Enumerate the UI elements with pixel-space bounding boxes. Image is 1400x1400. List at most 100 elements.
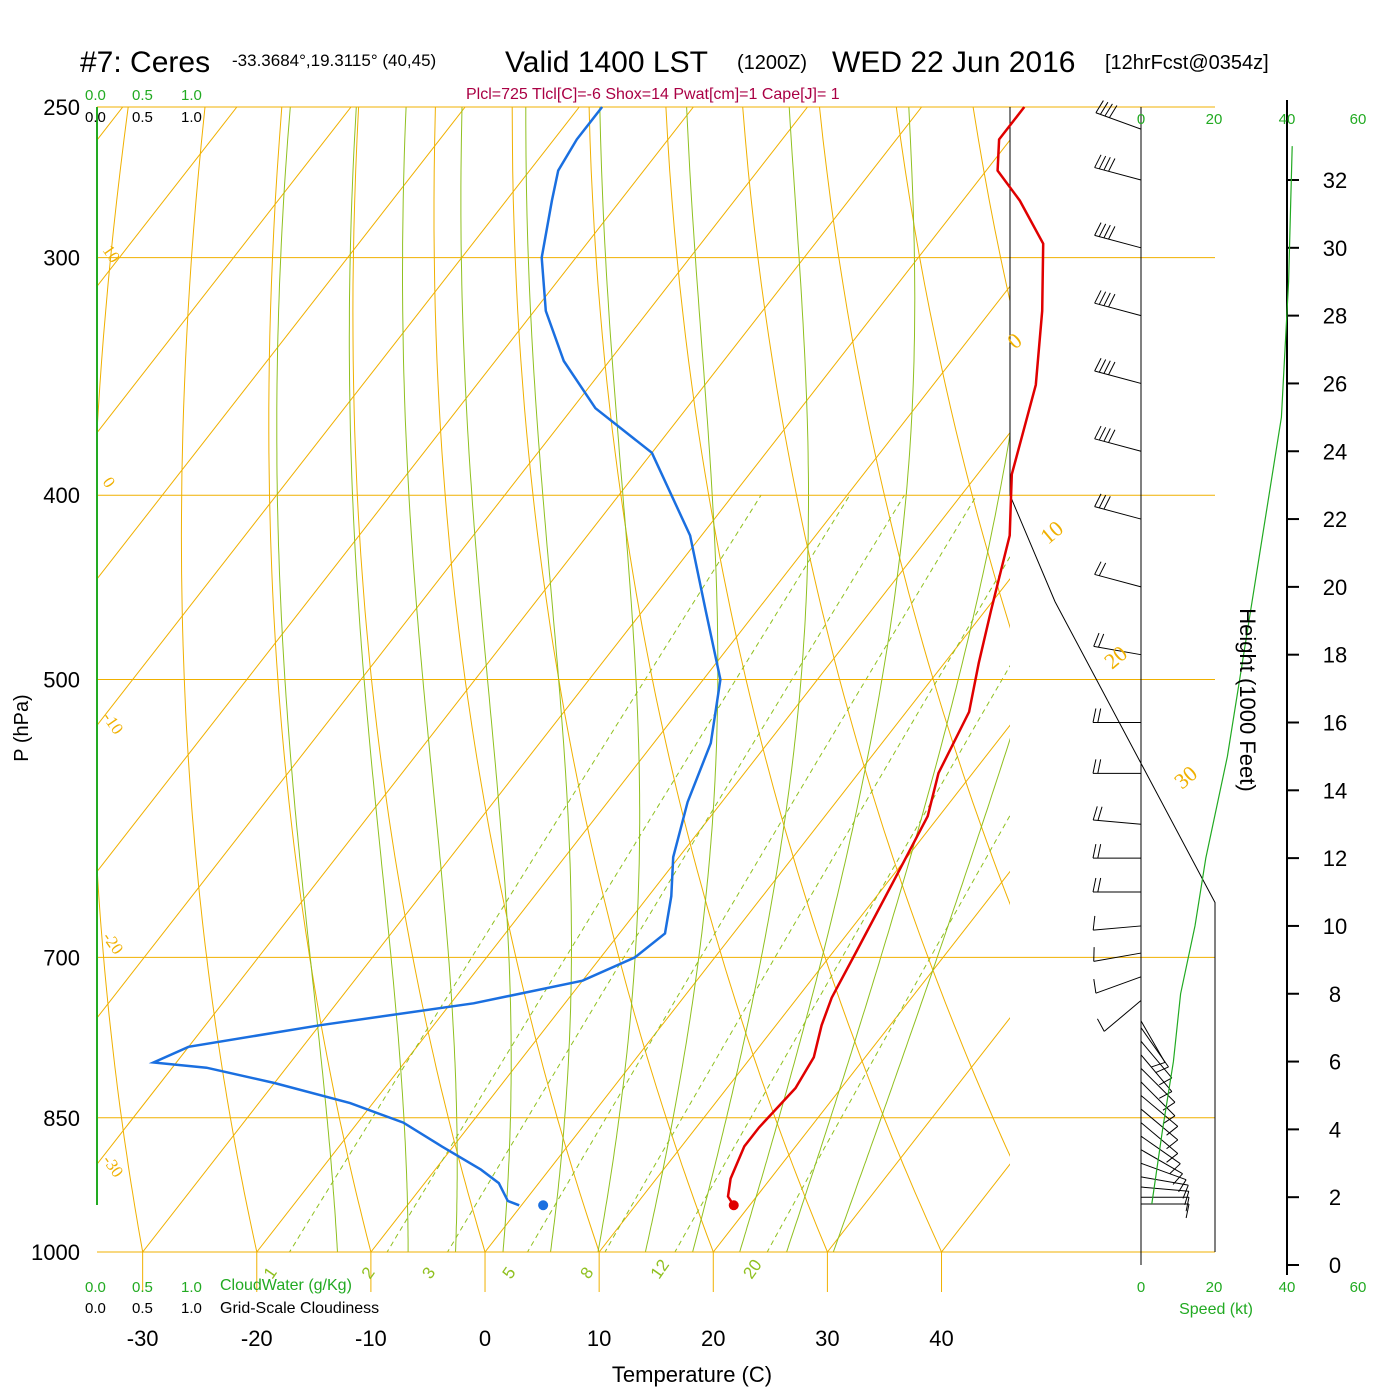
wind-barb-flag [1094, 222, 1102, 236]
wind-barb-flag [1098, 494, 1107, 509]
moist-adiabat [590, 107, 641, 1252]
wind-barb-flag [1151, 1061, 1166, 1068]
wind-barb [1094, 234, 1142, 249]
moist-adiabat [460, 107, 512, 1252]
moist-adiabat-lines [276, 107, 1010, 1252]
isotherm-label-left: 0 [99, 473, 119, 491]
wind-barb-flag [1108, 293, 1116, 308]
height-tick-label: 12 [1323, 846, 1347, 871]
mixing-ratio-line [581, 494, 1010, 1252]
isotherm-label-right: 10 [1035, 516, 1068, 549]
moist-adiabat [681, 107, 809, 1252]
wind-speed-label: Speed (kt) [1179, 1301, 1253, 1318]
mixing-ratio-label: 20 [739, 1256, 765, 1282]
pressure-tick-label: 850 [43, 1106, 80, 1131]
x-tick-label: 20 [701, 1326, 725, 1351]
dry-adiabat [663, 107, 961, 1252]
x-tick-label: -10 [355, 1326, 387, 1351]
wind-barb-flag [1104, 103, 1113, 117]
wind-barb-flag [1097, 844, 1102, 859]
wind-barb-flag [1098, 562, 1107, 576]
wind-barb [1140, 1081, 1176, 1117]
pressure-tick-label: 400 [43, 483, 80, 508]
wind-barb [1140, 1040, 1173, 1079]
wind-barb-flag [1092, 877, 1097, 893]
wind-barb-flag [1108, 158, 1116, 172]
wind-top-tick-1: 20 [1206, 111, 1223, 128]
wind-bottom-tick-2: 40 [1279, 1279, 1296, 1296]
cloud-water-bottom-tick-2: 1.0 [181, 1279, 202, 1296]
dry-adiabat [587, 107, 845, 1252]
wind-barb [1140, 1108, 1179, 1141]
x-tick-label: -30 [127, 1326, 159, 1351]
cloud-water-bottom-tick-0: 0.0 [85, 1279, 106, 1296]
moist-adiabat [772, 107, 1010, 1252]
wind-barb [1094, 302, 1142, 317]
wind-barb-flag [1093, 979, 1097, 994]
height-tick-label: 6 [1329, 1050, 1341, 1075]
wind-barb-flag [1103, 428, 1111, 442]
wind-barb-flag [1098, 223, 1107, 237]
wind-barb [1093, 819, 1142, 825]
wind-barb [1094, 167, 1142, 181]
cloudiness-bottom-tick-1: 0.5 [132, 1300, 153, 1317]
wind-barb-flag [1103, 157, 1111, 171]
wind-barb [1140, 1149, 1183, 1175]
height-tick-label: 22 [1323, 507, 1347, 532]
wind-bottom-tick-0: 0 [1137, 1279, 1145, 1296]
wind-barb-flag [1097, 633, 1105, 648]
wind-barb-flag [1103, 224, 1111, 239]
valid-time: Valid 1400 LST [505, 46, 708, 79]
wind-barb-flag [1108, 429, 1116, 443]
wind-barb-flag [1182, 1184, 1189, 1199]
cloudiness-tick-0: 0.0 [85, 109, 106, 126]
wind-barb [1094, 506, 1142, 520]
height-tick-label: 18 [1323, 643, 1347, 668]
wind-barb-flag [1099, 101, 1109, 115]
mixing-ratio-line [362, 494, 851, 1252]
cloudiness-bottom-tick-0: 0.0 [85, 1300, 106, 1317]
wind-barb [1140, 1135, 1181, 1165]
wind-barb [1140, 1095, 1179, 1127]
wind-barb-flag [1185, 1203, 1190, 1219]
isotherm-line [0, 107, 9, 1252]
wind-barb-flag [1098, 291, 1107, 305]
surface-dewpoint-dot [538, 1200, 549, 1211]
height-tick-label: 28 [1323, 304, 1347, 329]
height-tick-label: 20 [1323, 575, 1347, 600]
wind-barb-flag [1096, 1018, 1105, 1032]
mixing-ratio-label: 8 [576, 1264, 597, 1283]
moist-adiabat [276, 107, 340, 1252]
mixing-ratio-line [423, 494, 905, 1252]
wind-top-tick-0: 0 [1137, 111, 1145, 128]
wind-barb-flag [1166, 1125, 1179, 1136]
pressure-tick-label: 250 [43, 95, 80, 120]
zulu-time: (1200Z) [737, 52, 807, 74]
temperature-line [726, 106, 1045, 1206]
wind-barb-flag [1097, 759, 1102, 774]
moist-adiabat [635, 107, 719, 1252]
dry-adiabat [433, 107, 614, 1252]
isotherm-line [827, 107, 1010, 1252]
isotherm-label-right: 0 [1002, 328, 1026, 354]
valid-date: WED 22 Jun 2016 [832, 46, 1075, 79]
wind-barb-flag [1098, 427, 1107, 441]
wind-barb-flag [1162, 1115, 1176, 1125]
wind-barb [1094, 438, 1142, 452]
mixing-ratio-line [651, 494, 1010, 1252]
right-frame [1009, 107, 1216, 1252]
dry-adiabat [180, 107, 267, 1252]
wind-barb [1140, 1122, 1179, 1154]
dewpoint-line [148, 106, 722, 1207]
dry-adiabat [739, 107, 1010, 1252]
moist-adiabat [402, 107, 458, 1252]
wind-barb [1103, 1000, 1142, 1032]
wind-barb [1093, 952, 1142, 962]
wind-barb-flag [1095, 100, 1104, 113]
x-tick-label: 10 [587, 1326, 611, 1351]
wind-barb [1093, 645, 1142, 656]
pressure-tick-label: 1000 [31, 1240, 80, 1265]
indices-line: Plcl=725 Tlcl[C]=-6 Shox=14 Pwat[cm]=1 C… [466, 86, 840, 103]
height-tick-label: 0 [1329, 1253, 1341, 1278]
